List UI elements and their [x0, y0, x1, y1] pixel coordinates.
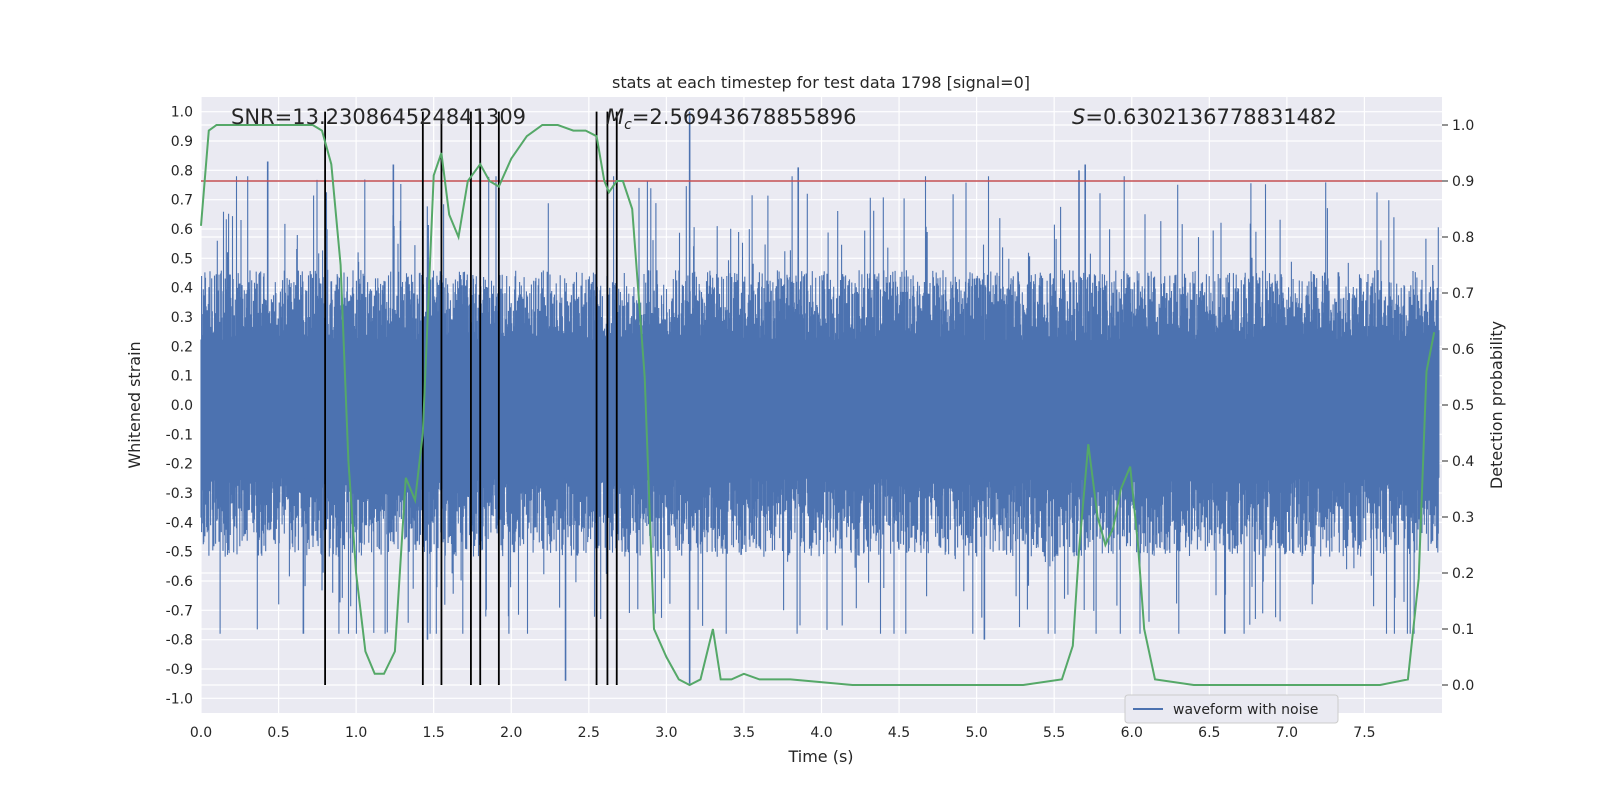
y-left-tick-label: 0.7 — [171, 193, 193, 209]
y-right-tick-label: 1.0 — [1452, 118, 1474, 134]
y-left-tick-label: -0.2 — [166, 457, 193, 473]
y-axis-left-label: Whitened strain — [125, 341, 144, 468]
y-right-tick-label: 0.3 — [1452, 510, 1474, 526]
y-right-tick-label: 0.9 — [1452, 174, 1474, 190]
y-right-tick-label: 0.7 — [1452, 286, 1474, 302]
y-left-tick-label: -0.7 — [166, 603, 193, 619]
x-tick-label: 4.5 — [888, 725, 910, 741]
y-right-tick-labels: 1.0 0.9 0.8 0.7 0.6 0.5 0.4 0.3 0.2 0.1 0.0 — [1442, 118, 1474, 694]
x-tick-labels: 0.0 0.5 1.0 1.5 2.0 2.5 3.0 3.5 4.0 4.5 5.0 5.5 6.0 6… — [190, 725, 1376, 741]
legend-box — [1124, 694, 1339, 724]
x-tick-label: 4.0 — [810, 725, 832, 741]
chirp-mass-value: =2.56943678855896 — [632, 105, 857, 129]
x-tick-label: 7.0 — [1276, 725, 1298, 741]
y-left-tick-label: 0.9 — [171, 134, 193, 150]
y-right-tick-label: 0.0 — [1452, 678, 1474, 694]
y-right-tick-label: 0.4 — [1452, 454, 1474, 470]
detection-probability-series — [200, 124, 1436, 687]
x-axis-label: Time (s) — [787, 747, 853, 766]
y-left-tick-labels: 1.0 0.9 0.8 0.7 0.6 0.5 0.4 0.3 0.2 0.1 0.0 -0.1 -0.… — [166, 105, 193, 708]
score-annotation: S=0.6302136778831482 — [1072, 105, 1337, 129]
chart-title: stats at each timestep for test data 179… — [612, 73, 1030, 92]
y-right-tick-label: 0.2 — [1452, 566, 1474, 582]
y-left-tick-label: -0.1 — [166, 427, 193, 443]
score-value: =0.6302136778831482 — [1085, 105, 1336, 129]
y-left-tick-label: -0.5 — [166, 545, 193, 561]
x-tick-label: 1.0 — [345, 725, 367, 741]
x-tick-label: 7.5 — [1353, 725, 1375, 741]
y-left-tick-label: 0.8 — [171, 163, 193, 179]
x-tick-label: 5.5 — [1043, 725, 1065, 741]
x-tick-label: 0.5 — [267, 725, 289, 741]
y-left-tick-label: 0.4 — [171, 281, 193, 297]
x-tick-label: 2.0 — [500, 725, 522, 741]
x-tick-label: 0.0 — [190, 725, 212, 741]
x-tick-label: 2.5 — [578, 725, 600, 741]
snr-annotation: SNR=13.230864524841309 — [231, 105, 526, 129]
y-left-tick-label: -0.9 — [166, 662, 193, 678]
y-left-tick-label: 0.5 — [171, 251, 193, 267]
y-right-tick-label: 0.6 — [1452, 342, 1474, 358]
x-tick-label: 3.5 — [733, 725, 755, 741]
y-right-tick-label: 0.5 — [1452, 398, 1474, 414]
event-markers — [324, 111, 618, 685]
waveform-core-band — [201, 340, 1439, 479]
y-right-tick-label: 0.8 — [1452, 230, 1474, 246]
chirp-mass-symbol: M — [606, 105, 624, 129]
x-tick-label: 6.0 — [1121, 725, 1143, 741]
chirp-mass-subscript: c — [624, 117, 632, 133]
y-left-tick-label: 0.1 — [171, 369, 193, 385]
x-tick-label: 5.0 — [965, 725, 987, 741]
x-tick-label: 1.5 — [423, 725, 445, 741]
y-left-tick-label: 1.0 — [171, 105, 193, 121]
y-left-tick-label: -0.6 — [166, 574, 193, 590]
y-right-tick-label: 0.1 — [1452, 622, 1474, 638]
y-left-tick-label: -1.0 — [166, 691, 193, 707]
y-left-tick-label: -0.8 — [166, 633, 193, 649]
legend-label: waveform with noise — [1173, 702, 1318, 718]
y-axis-right-label: Detection probability — [1487, 321, 1506, 489]
y-left-tick-label: -0.4 — [166, 515, 193, 531]
legend: waveform with noise — [1124, 694, 1339, 724]
chirp-mass-annotation: Mc=2.56943678855896 — [606, 105, 857, 133]
detection-probability-line — [200, 124, 1436, 687]
y-left-tick-label: 0.0 — [171, 398, 193, 414]
x-tick-label: 6.5 — [1198, 725, 1220, 741]
y-left-tick-label: -0.3 — [166, 486, 193, 502]
y-left-tick-label: 0.2 — [171, 339, 193, 355]
x-tick-label: 3.0 — [655, 725, 677, 741]
score-symbol: S — [1072, 105, 1085, 129]
y-left-tick-label: 0.6 — [171, 222, 193, 238]
waveform-with-noise-series — [200, 111, 1440, 684]
y-left-tick-label: 0.3 — [171, 310, 193, 326]
